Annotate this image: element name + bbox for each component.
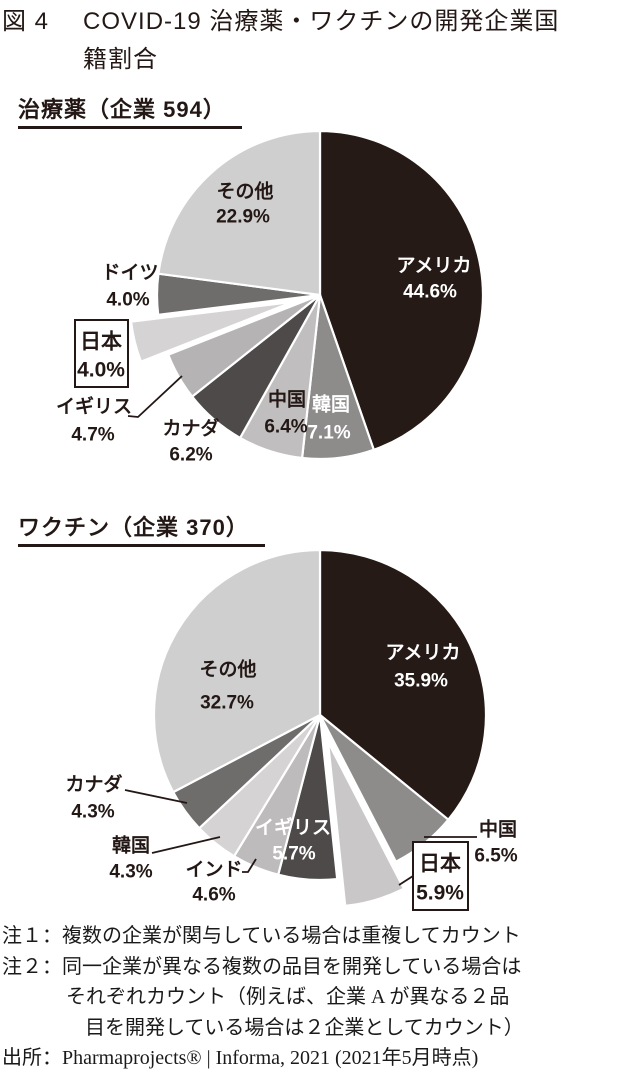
pie-value-drugs-uk: 4.7% xyxy=(71,425,114,446)
pie-slice-vaccines-usa xyxy=(318,548,488,821)
pie-value-drugs-germany: 4.0% xyxy=(106,290,149,311)
label-box-drugs-japan xyxy=(74,319,129,388)
leader-line-vaccines-japan xyxy=(398,875,414,886)
pie-label-vaccines-uk: イギリス xyxy=(255,817,331,839)
pie-label-drugs-china: 中国 xyxy=(268,388,306,411)
pie-label-drugs-uk: イギリス xyxy=(56,396,132,418)
figure-title-line1: COVID-19 治療薬・ワクチンの開発企業国 xyxy=(83,8,560,35)
pie-chart-vaccines: アメリカ 35.9% 中国 6.5% 日本 5.9% イギリス 5.7% インド 4.6% 韓国 4.… xyxy=(65,548,518,911)
pie-value-vaccines-south-korea: 4.3% xyxy=(109,862,152,883)
pie-label-drugs-south-korea: 韓国 xyxy=(312,393,350,416)
leader-line-drugs-uk xyxy=(127,375,183,418)
pie-slice-drugs-usa xyxy=(318,129,485,451)
leader-line-vaccines-india xyxy=(242,858,257,873)
note-line-4: 目を開発している場合は２企業としてカウント） xyxy=(85,1016,524,1039)
pie-label-drugs-germany: ドイツ xyxy=(101,263,158,284)
chart-header-drugs: 治療薬（企業 594） xyxy=(18,96,242,129)
pie-value-vaccines-others: 32.7% xyxy=(200,693,254,714)
pie-value-drugs-usa: 44.6% xyxy=(403,282,457,303)
leader-line-vaccines-south-korea xyxy=(151,836,221,854)
notes-block: 注１：複数の企業が関与している場合は重複してカウント 注２：同一企業が異なる複数… xyxy=(2,921,640,1074)
pie-label-vaccines-canada: カナダ xyxy=(65,773,122,796)
pie-slice-vaccines-others xyxy=(152,548,322,794)
figure-title-text: COVID-19 治療薬・ワクチンの開発企業国 籍割合 xyxy=(83,3,559,79)
note-line-3: それぞれカウント（例えば、企業 A が異なる２品 xyxy=(66,986,510,1009)
pie-label-vaccines-usa: アメリカ xyxy=(385,642,460,664)
pie-label-drugs-others: その他 xyxy=(216,180,273,203)
pie-slice-drugs-uk xyxy=(167,293,322,398)
pie-label-vaccines-india: インド xyxy=(185,860,242,881)
note-line-1: 注１：複数の企業が関与している場合は重複してカウント xyxy=(2,925,521,947)
pie-value-drugs-china: 6.4% xyxy=(264,417,307,438)
pie-label-vaccines-japan: 日本 xyxy=(419,853,461,876)
pie-value-vaccines-japan: 5.9% xyxy=(416,882,464,905)
pie-value-vaccines-uk: 5.7% xyxy=(272,844,315,865)
pie-value-drugs-others: 22.9% xyxy=(216,207,270,228)
pie-value-vaccines-canada: 4.3% xyxy=(71,802,114,823)
pie-value-drugs-south-korea: 7.1% xyxy=(307,423,350,444)
pie-value-drugs-canada: 6.2% xyxy=(169,445,212,466)
label-box-vaccines-japan xyxy=(412,841,469,911)
pie-label-drugs-usa: アメリカ xyxy=(396,255,471,277)
pie-label-drugs-japan: 日本 xyxy=(80,331,122,354)
pie-chart-drugs: アメリカ 44.6% 韓国 7.1%中国 6.4% カナダ 6.2% イギリス 4.7% 日本 4.… xyxy=(56,129,485,466)
pie-label-vaccines-others: その他 xyxy=(199,658,256,681)
source-line: 出所：Pharmaprojects® | Informa, 2021 (2021… xyxy=(2,1047,479,1070)
pie-value-vaccines-usa: 35.9% xyxy=(394,671,448,692)
pie-slice-drugs-others xyxy=(157,129,322,297)
figure-number: 図 4 xyxy=(2,8,50,35)
pie-slice-vaccines-japan xyxy=(326,740,405,907)
pie-value-vaccines-india: 4.6% xyxy=(192,885,235,906)
pie-label-vaccines-china: 中国 xyxy=(479,818,517,841)
pie-slice-drugs-japan xyxy=(130,300,294,363)
figure-title-line2: 籍割合 xyxy=(83,46,159,73)
leader-line-vaccines-canada xyxy=(124,789,188,804)
figure-title: 図 4 COVID-19 治療薬・ワクチンの開発企業国 籍割合 xyxy=(2,3,559,79)
pie-label-drugs-canada: カナダ xyxy=(162,417,219,440)
note-line-2: 注２：同一企業が異なる複数の品目を開発している場合は xyxy=(2,955,522,978)
chart-header-vaccines: ワクチン（企業 370） xyxy=(18,514,265,547)
pie-value-vaccines-china: 6.5% xyxy=(474,846,517,867)
pie-label-vaccines-south-korea: 韓国 xyxy=(112,834,150,857)
pie-value-drugs-japan: 4.0% xyxy=(77,359,125,382)
